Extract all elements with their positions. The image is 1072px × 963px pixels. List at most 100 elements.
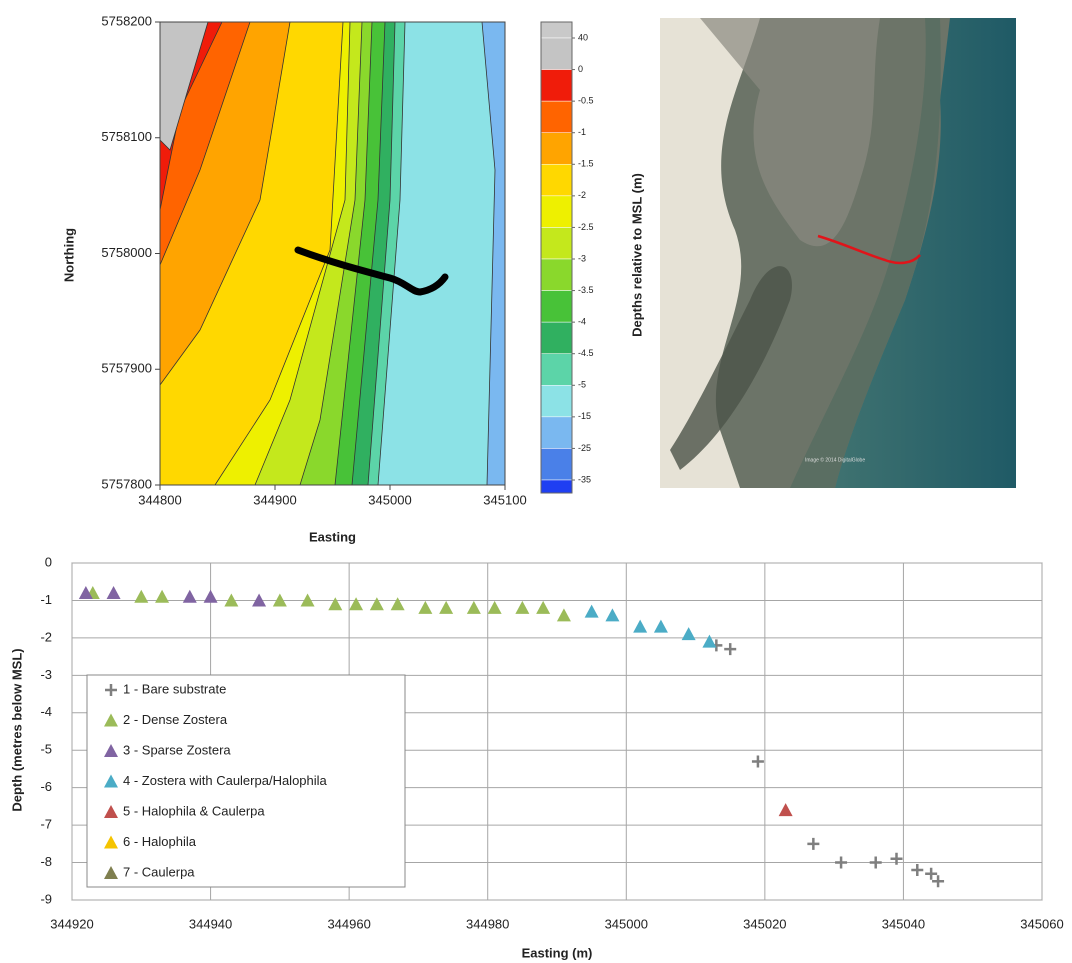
y-tick-label: -4: [40, 704, 52, 719]
colorbar-label: -1.5: [578, 159, 594, 169]
legend-marker: [105, 684, 117, 696]
colorbar-swatch: [540, 353, 573, 386]
colorbar-swatch: [540, 385, 573, 418]
marker-triangle: [702, 634, 717, 648]
y-axis-label: Northing: [61, 228, 76, 282]
colorbar-swatch: [540, 195, 573, 228]
marker-triangle: [681, 627, 696, 641]
legend-marker: [104, 835, 118, 849]
contour-line: [334, 21, 373, 486]
colorbar-swatch: [540, 21, 573, 39]
marker-plus: [835, 856, 848, 869]
x-tick-label: 345040: [882, 916, 925, 931]
legend-label: 6 - Halophila: [123, 834, 197, 849]
x-tick-label: 344800: [138, 492, 181, 507]
legend-label: 1 - Bare substrate: [123, 681, 226, 696]
marker-triangle: [653, 619, 668, 633]
marker-triangle: [390, 597, 405, 611]
marker-triangle: [778, 803, 793, 817]
colorbar-swatch: [540, 37, 573, 70]
legend-marker: [104, 866, 118, 879]
colorbar-label: -0.5: [578, 96, 594, 106]
colorbar-label: -25: [578, 443, 591, 453]
y-tick-label: 5757800: [101, 476, 152, 491]
marker-triangle: [106, 585, 121, 599]
marker-triangle: [328, 597, 343, 611]
marker-triangle: [272, 593, 287, 607]
x-tick-label: 345000: [368, 492, 411, 507]
marker-triangle: [418, 600, 433, 614]
colorbar-label: -15: [578, 411, 591, 421]
marker-triangle: [252, 593, 267, 607]
image-credit: Image © 2014 DigitalGlobe: [805, 456, 865, 463]
y-tick-label: 0: [45, 554, 52, 569]
colorbar-label: -3: [578, 253, 586, 263]
colorbar-label: -1: [578, 127, 586, 137]
colorbar-label: -5: [578, 380, 586, 390]
y-tick-label: 5758200: [101, 13, 152, 28]
colorbar-swatch: [540, 448, 573, 481]
colorbar-title: Depths relative to MSL (m): [629, 173, 644, 337]
y-tick-label: -2: [40, 629, 52, 644]
contour-line: [377, 21, 406, 486]
legend-label: 7 - Caulerpa: [123, 864, 195, 879]
y-tick-label: -8: [40, 854, 52, 869]
marker-triangle: [439, 600, 454, 614]
colorbar-swatch: [540, 164, 573, 197]
marker-plus: [807, 837, 820, 850]
colorbar-swatch: [540, 479, 573, 494]
contour-line: [159, 21, 251, 266]
marker-triangle: [155, 589, 170, 603]
y-tick-label: -9: [40, 891, 52, 906]
x-tick-label: 345060: [1020, 916, 1063, 931]
y-tick-label: 5757900: [101, 361, 152, 376]
marker-triangle: [605, 608, 620, 622]
colorbar-swatch: [540, 290, 573, 323]
contour-line: [254, 21, 351, 486]
colorbar-swatch: [540, 258, 573, 291]
marker-plus: [925, 867, 938, 880]
x-tick-label: 344940: [189, 916, 232, 931]
contour-line: [481, 21, 496, 486]
contour-line: [214, 21, 344, 486]
x-tick-label: 344980: [466, 916, 509, 931]
colorbar-swatch: [540, 416, 573, 449]
colorbar-label: -4.5: [578, 348, 594, 358]
y-tick-label: -6: [40, 779, 52, 794]
colorbar-swatch: [540, 132, 573, 165]
marker-triangle: [487, 600, 502, 614]
colorbar-swatch: [540, 227, 573, 260]
colorbar-label: 40: [578, 32, 588, 42]
marker-triangle: [466, 600, 481, 614]
contour-line: [159, 21, 291, 386]
marker-triangle: [556, 608, 571, 622]
y-tick-label: -5: [40, 742, 52, 757]
x-tick-label: 345020: [743, 916, 786, 931]
legend-marker: [104, 744, 118, 757]
x-tick-label: 345000: [605, 916, 648, 931]
colorbar-label: 0: [578, 64, 583, 74]
y-tick-label: -7: [40, 817, 52, 832]
marker-triangle: [349, 597, 364, 611]
legend-label: 2 - Dense Zostera: [123, 712, 228, 727]
legend-label: 5 - Halophila & Caulerpa: [123, 803, 265, 818]
marker-triangle: [300, 593, 315, 607]
colorbar-swatch: [540, 69, 573, 102]
x-tick-label: 345100: [483, 492, 526, 507]
colorbar-frame: [540, 21, 573, 494]
colorbar-label: -3.5: [578, 285, 594, 295]
marker-triangle: [536, 600, 551, 614]
x-axis-label: Easting (m): [522, 945, 593, 960]
marker-triangle: [369, 597, 384, 611]
legend-label: 4 - Zostera with Caulerpa/Halophila: [123, 773, 328, 788]
marker-plus: [890, 852, 903, 865]
x-tick-label: 344960: [327, 916, 370, 931]
marker-plus: [869, 856, 882, 869]
legend-marker: [104, 713, 118, 727]
marker-triangle: [515, 600, 530, 614]
y-axis-label: Depth (metres below MSL): [9, 648, 24, 811]
colorbar-label: -2.5: [578, 222, 594, 232]
colorbar-label: -4: [578, 317, 586, 327]
